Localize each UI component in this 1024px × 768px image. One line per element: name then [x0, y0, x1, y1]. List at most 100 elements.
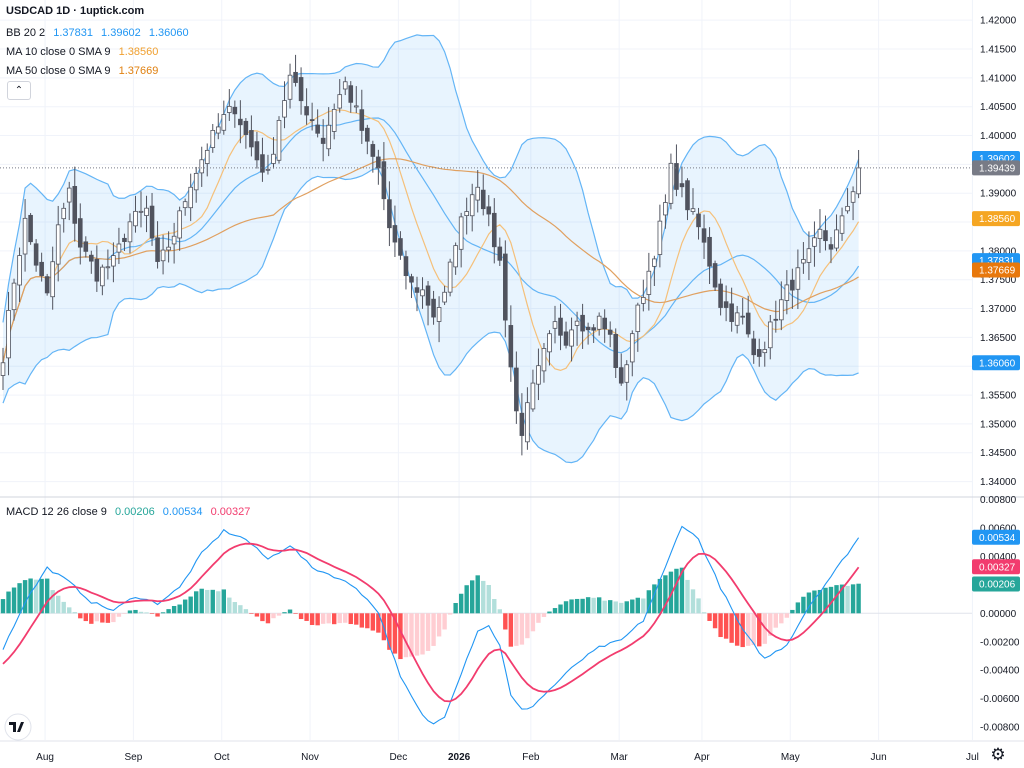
tradingview-logo[interactable] [4, 713, 32, 741]
candle-body [685, 180, 690, 211]
histogram-bar [492, 599, 497, 614]
price-tick-label: 1.34000 [980, 477, 1017, 488]
candle [497, 237, 503, 267]
histogram-bar [839, 584, 845, 614]
candle [6, 291, 11, 376]
histogram-bar [376, 613, 381, 633]
histogram-bar [160, 612, 166, 614]
legend-ma10[interactable]: MA 10 close 0 SMA 9 1.38560 [6, 45, 158, 59]
candle [199, 146, 205, 187]
candle-body [618, 367, 624, 384]
histogram-bar [28, 578, 33, 614]
histogram-bar [431, 613, 436, 646]
candle [569, 317, 574, 362]
price-tick-label: 1.36500 [980, 333, 1017, 344]
candle-body [679, 183, 685, 188]
candle [28, 213, 33, 245]
legend-bb[interactable]: BB 20 2 1.37831 1.39602 1.36060 [6, 26, 189, 40]
candle [629, 330, 635, 377]
candle [420, 277, 425, 309]
candle-body [409, 276, 414, 283]
candle-body [839, 215, 845, 234]
histogram-bar [536, 613, 541, 623]
candle [138, 191, 144, 228]
macd-tick-label: 0.00000 [980, 609, 1017, 620]
candle [685, 178, 690, 221]
candle [116, 227, 122, 265]
candle [160, 234, 166, 275]
settings-button[interactable]: ⚙ [988, 745, 1008, 765]
histogram-bar [464, 585, 469, 614]
candle-body [436, 307, 442, 322]
candle-body [304, 106, 309, 116]
candle [734, 305, 740, 334]
candle [94, 245, 100, 292]
candle [370, 140, 376, 173]
histogram-bar [850, 584, 856, 614]
candle [326, 107, 331, 157]
histogram-bar [254, 613, 260, 617]
histogram-bar [481, 580, 486, 614]
candle [801, 242, 806, 274]
histogram-bar [591, 597, 596, 614]
candle [89, 250, 94, 274]
candle-body [381, 161, 387, 200]
histogram-bar [199, 588, 204, 614]
legend-ma10-label: MA 10 close 0 SMA 9 [6, 46, 111, 58]
histogram-bar [72, 612, 77, 614]
macd-axis[interactable]: 0.008000.006000.004000.002000.00000-0.00… [972, 495, 1020, 734]
candle-body [547, 333, 552, 353]
candle-body [166, 246, 171, 251]
candle [348, 81, 354, 113]
histogram-bar [111, 613, 116, 623]
candle [83, 236, 89, 258]
candle-body [641, 297, 646, 304]
histogram-bar [205, 589, 210, 614]
histogram-bar [304, 613, 309, 621]
candle [309, 102, 315, 131]
candle-body [293, 71, 298, 83]
legend-ma50[interactable]: MA 50 close 0 SMA 9 1.37669 [6, 64, 158, 78]
candle-body [756, 349, 762, 357]
candle [613, 328, 619, 378]
candle-body [210, 129, 216, 148]
legend-macd[interactable]: MACD 12 26 close 9 0.00206 0.00534 0.003… [6, 505, 250, 519]
collapse-legend-button[interactable]: ⌃ [7, 81, 31, 100]
histogram-bar [635, 597, 640, 614]
histogram-bar [56, 595, 61, 614]
candle [641, 279, 646, 312]
price-tick-label: 1.40500 [980, 102, 1017, 113]
histogram-bar [514, 613, 519, 646]
candle-body [425, 285, 431, 306]
histogram-bar [287, 609, 293, 614]
candle-body [353, 105, 359, 108]
time-axis[interactable]: Aug Sep Oct Nov Dec 2026 Feb Mar Apr May Jun Jul [36, 752, 979, 763]
candle [11, 278, 17, 321]
histogram-bar [817, 589, 823, 614]
candle [127, 213, 133, 254]
candle [409, 273, 414, 299]
price-axis[interactable]: 1.420001.415001.410001.405001.400001.395… [972, 16, 1020, 488]
candle [17, 247, 22, 303]
histogram-bar [320, 613, 326, 624]
candle [50, 246, 55, 310]
candle [773, 300, 779, 333]
histogram-bar [602, 600, 607, 614]
histogram-bar [293, 613, 298, 614]
macd-line [2, 525, 860, 725]
candle [591, 324, 596, 343]
candle-body [525, 402, 530, 443]
candle [779, 281, 784, 331]
histogram-bar [519, 613, 525, 645]
candle-body [204, 149, 210, 164]
candle [365, 124, 370, 155]
candle-body [227, 105, 232, 113]
macd-tag-bg [972, 576, 1020, 592]
time-tick-label: Aug [36, 752, 54, 763]
candle-body [453, 245, 458, 268]
candle-body [469, 194, 475, 217]
histogram-bar [265, 613, 271, 624]
legend-bb-label: BB 20 2 [6, 27, 46, 39]
candle-body [558, 317, 563, 336]
